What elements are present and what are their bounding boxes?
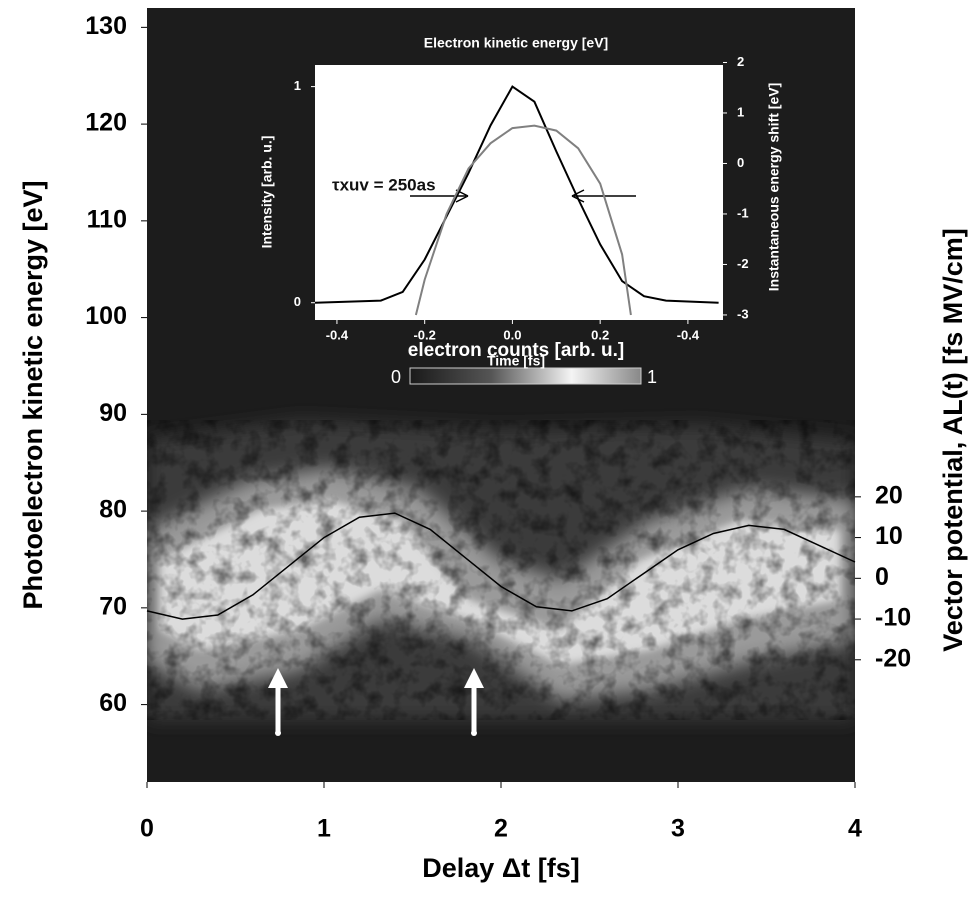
colorbar-tick-label: 0 [391,367,401,387]
y-tick-label: 0 [294,294,301,309]
y-tick-label: 80 [99,496,127,524]
x-tick-label: 0 [140,815,154,843]
inset-y2-axis-label: Instantaneous energy shift [eV] [766,83,782,291]
x-tick-label: 2 [494,815,508,843]
y-tick-label: 90 [99,399,127,427]
data-line [314,85,719,304]
y2-tick-label: 1 [737,104,744,119]
x-tick-label: 1 [317,815,331,843]
x-tick-label: 0.0 [503,327,521,342]
arrow-dot [471,730,477,736]
inset-area [315,65,723,320]
y2-tick-label: 10 [875,522,903,550]
y2-tick-label: -10 [875,604,911,632]
arrow-dot [275,730,281,736]
data-line [146,512,856,620]
x-tick-label: -0.2 [413,327,435,342]
y2-tick-label: -3 [737,306,749,321]
arrow-head [464,668,484,688]
y2-axis-label: Vector potential, AL(t) [fs MV/cm] [938,228,968,652]
y2-tick-label: 0 [737,155,744,170]
spectrogram-noise [147,420,855,720]
y-tick-label: 60 [99,689,127,717]
colorbar-label: electron counts [arb. u.] [408,340,624,361]
pulse-width-annotation: τxuv = 250as [332,175,436,194]
y2-tick-label: 2 [737,54,744,69]
y2-tick-label: -1 [737,205,749,220]
y-tick-label: 120 [85,109,127,137]
data-line [414,124,632,316]
y-tick-label: 100 [85,302,127,330]
y-tick-label: 130 [85,12,127,40]
y-axis-label: Photoelectron kinetic energy [eV] [18,180,48,609]
pointer-arrows [268,668,484,736]
y2-tick-label: -20 [875,644,911,672]
y-tick-label: 110 [87,205,127,233]
inset-x-axis-label: Time [fs] [487,353,545,369]
y-tick-label: 70 [99,592,127,620]
x-axis-label: Delay Δt [fs] [422,853,579,883]
arrow-head [268,668,288,688]
spectrogram [147,420,855,720]
inset-y-axis-label: Intensity [arb. u.] [259,136,275,249]
y2-tick-label: 0 [875,563,889,591]
inset-title: Electron kinetic energy [eV] [424,35,608,51]
y2-tick-label: -2 [737,256,749,271]
y-tick-label: 1 [294,78,301,93]
x-tick-label: 3 [671,815,685,843]
colorbar-tick-label: 1 [647,367,657,387]
x-tick-label: -0.4 [326,327,349,342]
x-tick-label: 0.2 [591,327,609,342]
y2-tick-label: 20 [875,481,903,509]
colorbar [409,367,642,385]
x-tick-label: -0.4 [677,327,700,342]
x-tick-label: 4 [848,815,862,843]
